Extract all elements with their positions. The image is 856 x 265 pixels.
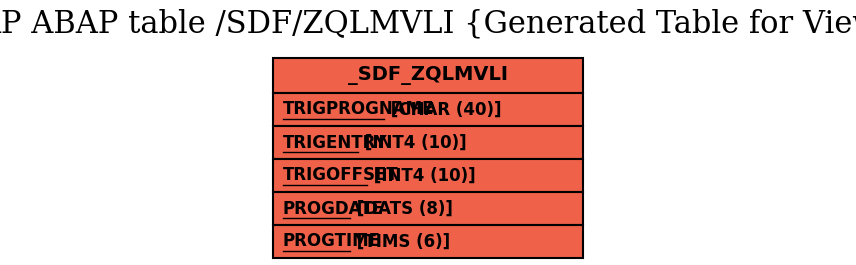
Text: SAP ABAP table /SDF/ZQLMVLI {Generated Table for View}: SAP ABAP table /SDF/ZQLMVLI {Generated T…: [0, 8, 856, 39]
Text: [INT4 (10)]: [INT4 (10)]: [360, 134, 467, 152]
Text: TRIGENTRY: TRIGENTRY: [283, 134, 388, 152]
Text: [CHAR (40)]: [CHAR (40)]: [385, 100, 502, 118]
Text: TRIGPROGNAME: TRIGPROGNAME: [283, 100, 435, 118]
Text: _SDF_ZQLMVLI: _SDF_ZQLMVLI: [348, 66, 508, 85]
Bar: [273, 126, 583, 159]
Text: PROGTIME: PROGTIME: [283, 232, 381, 250]
Bar: [273, 58, 583, 93]
Bar: [273, 159, 583, 192]
Text: PROGDATE: PROGDATE: [283, 200, 384, 218]
Bar: [273, 93, 583, 126]
Text: TRIGOFFSET: TRIGOFFSET: [283, 166, 399, 184]
Text: [TIMS (6)]: [TIMS (6)]: [351, 232, 450, 250]
Text: [DATS (8)]: [DATS (8)]: [351, 200, 453, 218]
Bar: [273, 225, 583, 258]
Bar: [273, 192, 583, 225]
Text: [INT4 (10)]: [INT4 (10)]: [368, 166, 476, 184]
